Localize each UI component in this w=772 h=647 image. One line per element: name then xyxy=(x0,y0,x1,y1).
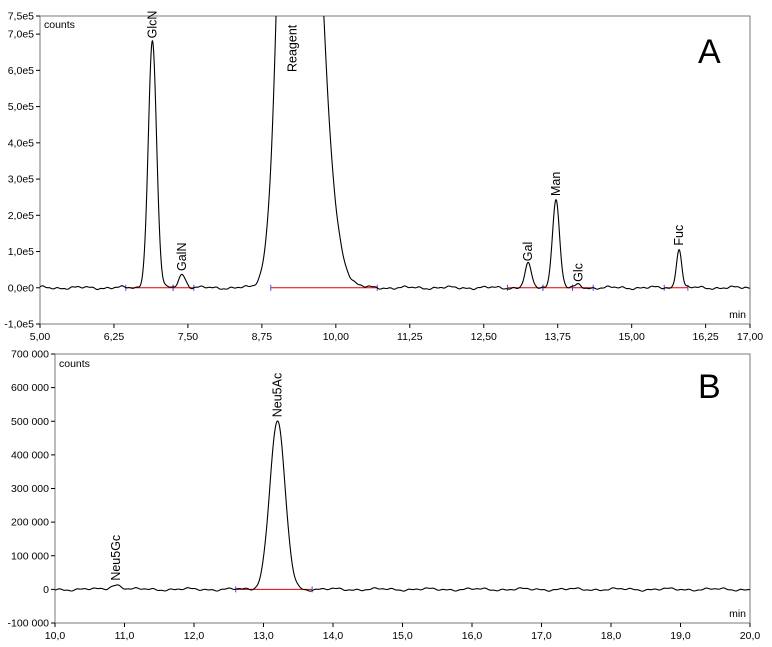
chart-a-panel-label: A xyxy=(698,33,721,71)
peak-label-neu5gc: Neu5Gc xyxy=(109,535,123,581)
y-tick-label: 2,0e5 xyxy=(8,210,34,222)
chart-b-frame xyxy=(54,353,751,624)
y-tick-label: 100 000 xyxy=(11,550,49,562)
y-tick-label: 6,0e5 xyxy=(8,65,34,77)
x-tick-label: 16,25 xyxy=(692,331,718,343)
chart-b-y-unit: counts xyxy=(59,358,90,370)
x-tick-label: 11,0 xyxy=(115,630,135,642)
y-tick-label: 400 000 xyxy=(11,449,49,461)
chart-a-y-unit: counts xyxy=(44,19,75,31)
peak-label-galn: GalN xyxy=(175,243,189,271)
x-tick-label: 17,0 xyxy=(531,630,552,642)
y-tick-label: -100 000 xyxy=(8,618,50,630)
y-tick-label: 0,0e0 xyxy=(8,282,34,294)
x-tick-label: 13,75 xyxy=(545,331,571,343)
chart-a-trace xyxy=(40,16,750,291)
chart-b: -100 000 0 100 000 200 000 300 000 400 000 500… xyxy=(8,349,761,643)
y-tick-label: 200 000 xyxy=(11,517,49,529)
y-tick-label: 7,5e5 xyxy=(8,11,34,23)
x-tick-label: 11,25 xyxy=(397,331,423,343)
x-tick-label: 18,0 xyxy=(601,630,622,642)
x-tick-label: 14,0 xyxy=(323,630,344,642)
y-tick-label: 500 000 xyxy=(11,416,49,428)
chart-b-panel-label: B xyxy=(698,368,721,406)
y-tick-label: 7,0e5 xyxy=(8,29,34,41)
peak-label-glc: Glc xyxy=(571,263,585,282)
x-tick-label: 10,00 xyxy=(323,331,349,343)
x-tick-label: 8,75 xyxy=(252,331,273,343)
chart-b-trace xyxy=(55,420,750,592)
y-tick-label: 0 xyxy=(43,584,49,596)
peak-label-fuc: Fuc xyxy=(672,225,686,246)
chart-b-x-unit: min xyxy=(729,608,746,620)
x-tick-label: 19,0 xyxy=(670,630,691,642)
x-tick-label: 7,50 xyxy=(178,331,199,343)
chart-a: -1,0e5 0,0e0 1,0e5 2,0e5 3,0e5 4,0e5 5,0e5 6,0e… xyxy=(4,11,763,344)
y-tick-label: 5,0e5 xyxy=(8,101,34,113)
y-tick-label: 3,0e5 xyxy=(8,174,34,186)
x-tick-label: 15,0 xyxy=(392,630,413,642)
chart-a-frame xyxy=(39,15,751,325)
chart-a-x-unit: min xyxy=(729,309,746,321)
x-tick-label: 15,00 xyxy=(619,331,645,343)
peak-label-neu5ac: Neu5Ac xyxy=(270,373,284,417)
y-tick-label: 300 000 xyxy=(11,483,49,495)
peak-label-gal: Gal xyxy=(521,242,535,261)
x-tick-label: 13,0 xyxy=(253,630,274,642)
x-tick-label: 20,0 xyxy=(740,630,761,642)
peak-label-man: Man xyxy=(549,172,563,196)
x-tick-label: 5,00 xyxy=(30,331,51,343)
y-tick-label: 4,0e5 xyxy=(8,137,34,149)
y-tick-label: 600 000 xyxy=(11,382,49,394)
peak-label-reagent: Reagent xyxy=(285,24,299,72)
x-tick-label: 6,25 xyxy=(104,331,125,343)
y-tick-label: 700 000 xyxy=(11,349,49,361)
x-tick-label: 12,50 xyxy=(471,331,497,343)
y-tick-label: 1,0e5 xyxy=(8,246,34,258)
peak-label-glcn: GlcN xyxy=(145,11,159,39)
x-tick-label: 10,0 xyxy=(45,630,66,642)
x-tick-label: 16,0 xyxy=(462,630,483,642)
x-tick-label: 12,0 xyxy=(184,630,205,642)
x-tick-label: 17,00 xyxy=(737,331,763,343)
y-tick-label: -1,0e5 xyxy=(4,319,34,331)
